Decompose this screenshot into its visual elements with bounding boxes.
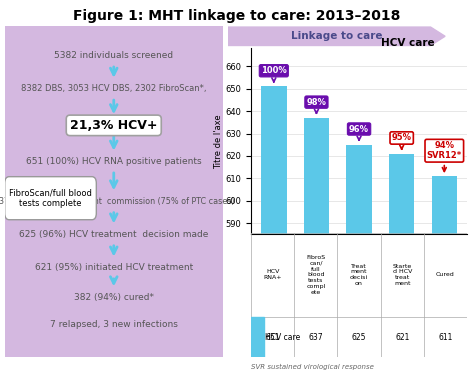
Text: 651: 651 <box>265 333 280 341</box>
FancyArrow shape <box>228 27 445 45</box>
Y-axis label: Titre de l'axe: Titre de l'axe <box>214 114 223 169</box>
Text: FibroS
can/
full
blood
tests
compl
ete: FibroS can/ full blood tests compl ete <box>306 255 326 295</box>
Text: 94%
SVR12*: 94% SVR12* <box>427 141 462 171</box>
Text: FibroScan/full blood
tests complete: FibroScan/full blood tests complete <box>9 189 92 208</box>
Text: 5382 individuals screened: 5382 individuals screened <box>54 51 173 60</box>
Text: Treat
ment
decisi
on: Treat ment decisi on <box>350 264 368 286</box>
FancyBboxPatch shape <box>5 177 96 220</box>
Text: HCV care: HCV care <box>381 38 435 48</box>
Text: 382 (94%) cured*: 382 (94%) cured* <box>74 293 154 302</box>
Text: 95%: 95% <box>392 134 412 149</box>
Text: 611: 611 <box>438 333 453 341</box>
Text: 98%: 98% <box>307 97 327 113</box>
Text: 625 (96%) HCV treatment  decision made: 625 (96%) HCV treatment decision made <box>19 230 209 239</box>
Text: 637 (98%) in pretreatment  commission (75% of PTC cases): 637 (98%) in pretreatment commission (75… <box>0 197 234 206</box>
Text: 621: 621 <box>395 333 410 341</box>
Text: HCV
RNA+: HCV RNA+ <box>264 269 282 280</box>
Text: 21,3% HCV+: 21,3% HCV+ <box>70 119 157 132</box>
Bar <box>346 145 372 372</box>
Bar <box>431 176 457 372</box>
Bar <box>304 118 329 372</box>
Text: 621 (95%) initiated HCV treatment: 621 (95%) initiated HCV treatment <box>35 263 193 272</box>
Text: 625: 625 <box>352 333 366 341</box>
Text: HCV care: HCV care <box>265 333 300 341</box>
Text: 96%: 96% <box>349 125 369 140</box>
Text: 7 relapsed, 3 new infections: 7 relapsed, 3 new infections <box>50 320 178 328</box>
Bar <box>251 317 264 357</box>
Text: Cured: Cured <box>436 272 455 278</box>
Text: 637: 637 <box>309 333 323 341</box>
FancyBboxPatch shape <box>0 23 225 364</box>
Text: 100%: 100% <box>261 66 287 82</box>
Bar <box>389 154 414 372</box>
Bar <box>261 86 287 372</box>
Text: Figure 1: MHT linkage to care: 2013–2018: Figure 1: MHT linkage to care: 2013–2018 <box>73 9 401 23</box>
Text: Starte
d HCV
treat
ment: Starte d HCV treat ment <box>392 264 412 286</box>
Text: 651 (100%) HCV RNA positive patients: 651 (100%) HCV RNA positive patients <box>26 157 201 166</box>
Text: SVR sustained virological response: SVR sustained virological response <box>251 364 374 370</box>
Text: 8382 DBS, 3053 HCV DBS, 2302 FibroScan*,: 8382 DBS, 3053 HCV DBS, 2302 FibroScan*, <box>21 84 207 93</box>
Text: Linkage to care: Linkage to care <box>291 31 382 41</box>
